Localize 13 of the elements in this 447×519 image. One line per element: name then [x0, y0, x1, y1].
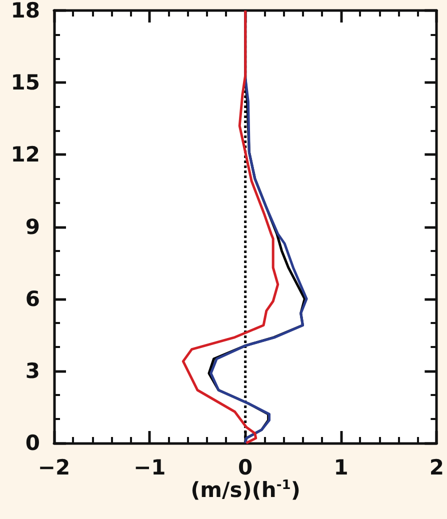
x-tick-label: −2 [38, 456, 70, 480]
x-tick-label: 1 [334, 456, 348, 480]
x-tick-label: 2 [429, 456, 444, 480]
y-tick-label: 9 [25, 214, 40, 239]
y-tick-label: 15 [10, 70, 40, 95]
x-tick-label: 0 [238, 456, 253, 480]
y-tick-label: 18 [10, 0, 40, 22]
y-tick-label: 6 [25, 286, 40, 311]
y-tick-label: 0 [25, 431, 40, 455]
x-tick-label: −1 [134, 456, 166, 480]
y-tick-label: 12 [10, 142, 40, 167]
x-axis-title: (m/s)(h$^{-1}$) [190, 478, 302, 502]
y-tick-label: 3 [25, 358, 40, 383]
